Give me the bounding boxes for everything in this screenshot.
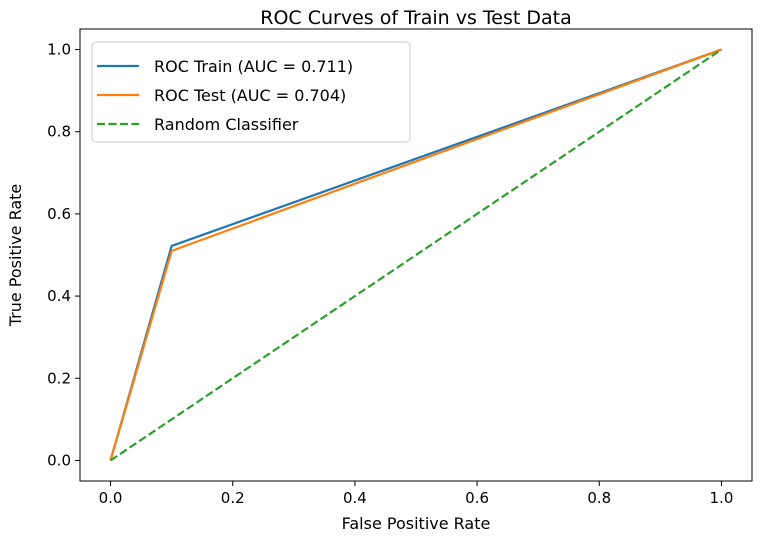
y-tick-label: 0.2 [47, 369, 71, 387]
y-tick-label: 0.0 [47, 451, 71, 469]
y-tick-label: 0.8 [47, 123, 71, 141]
chart-title: ROC Curves of Train vs Test Data [260, 7, 571, 29]
y-tick-label: 1.0 [47, 41, 71, 59]
x-tick-label: 0.2 [221, 489, 245, 507]
x-tick-label: 0.4 [343, 489, 367, 507]
legend-label-2: Random Classifier [154, 115, 299, 134]
series-layer [109, 48, 723, 462]
series-line-2 [109, 48, 723, 462]
legend: ROC Train (AUC = 0.711) ROC Test (AUC = 0… [91, 41, 411, 143]
x-tick-label: 0.0 [99, 489, 123, 507]
legend-label-1: ROC Test (AUC = 0.704) [154, 86, 346, 105]
y-tick-label: 0.4 [47, 287, 71, 305]
series-line-1 [109, 48, 722, 461]
legend-box [91, 41, 411, 143]
x-axis: 0.0 0.2 0.4 0.6 0.8 1.0 [99, 481, 734, 507]
legend-label-0: ROC Train (AUC = 0.711) [154, 57, 353, 76]
y-tick-label: 0.6 [47, 205, 71, 223]
x-tick-label: 0.8 [587, 489, 611, 507]
y-axis: 0.0 0.2 0.4 0.6 0.8 1.0 [47, 41, 80, 469]
x-tick-label: 0.6 [465, 489, 489, 507]
x-axis-label: False Positive Rate [342, 514, 491, 533]
y-axis-label: True Positive Rate [6, 184, 25, 328]
x-tick-label: 1.0 [710, 489, 734, 507]
